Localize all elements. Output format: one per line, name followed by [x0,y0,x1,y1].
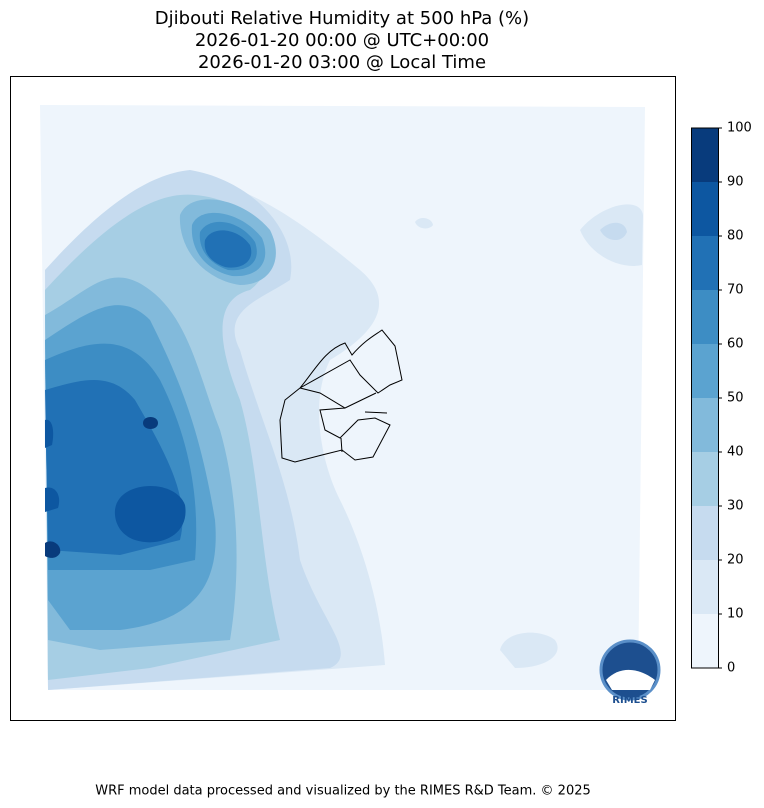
colorbar: 0 10 20 30 40 50 60 70 80 90 100 [691,121,752,676]
colorbar-band [691,182,718,236]
colorbar-band [691,236,718,290]
humidity-field [40,105,645,691]
contour-region [114,486,186,543]
colorbar-tick-label: 100 [727,121,752,136]
colorbar-band [691,128,718,182]
contour-region [600,222,627,241]
contour-region [143,417,158,429]
chart-title: Djibouti Relative Humidity at 500 hPa (%… [155,8,529,29]
colorbar-tick-label: 60 [727,337,744,352]
colorbar-tick-label: 50 [727,391,744,406]
border [340,411,388,453]
country-borders [279,329,403,463]
contour-region [45,419,54,448]
colorbar-tick-label: 70 [727,283,744,298]
footer: WRF model data processed and visualized … [95,784,591,799]
colorbar-band [691,452,718,506]
contour-region [45,541,61,558]
colorbar-tick-label: 10 [727,607,744,622]
colorbar-tick-label: 40 [727,445,744,460]
colorbar-band [691,290,718,344]
colorbar-tick-label: 30 [727,499,744,514]
logo-text: RIMES [612,695,647,706]
contour-region [500,632,558,668]
colorbar-band [691,560,718,614]
border [299,329,403,394]
colorbar-band [691,344,718,398]
colorbar-tick-label: 80 [727,229,744,244]
logo-wave [606,669,655,690]
contour-region [45,487,60,512]
colorbar-band [691,506,718,560]
chart-title: 2026-01-20 00:00 @ UTC+00:00 [195,30,489,51]
colorbar-tick-label: 0 [727,661,735,676]
logo: RIMES [599,639,661,706]
colorbar-band [691,614,718,668]
chart-title: 2026-01-20 03:00 @ Local Time [198,52,486,73]
colorbar-band [691,398,718,452]
colorbar-tick-label: 20 [727,553,744,568]
contour-region [415,218,433,229]
contour-region [204,230,252,268]
border [279,387,391,463]
colorbar-tick-label: 90 [727,175,744,190]
title-block: Djibouti Relative Humidity at 500 hPa (%… [155,8,529,73]
